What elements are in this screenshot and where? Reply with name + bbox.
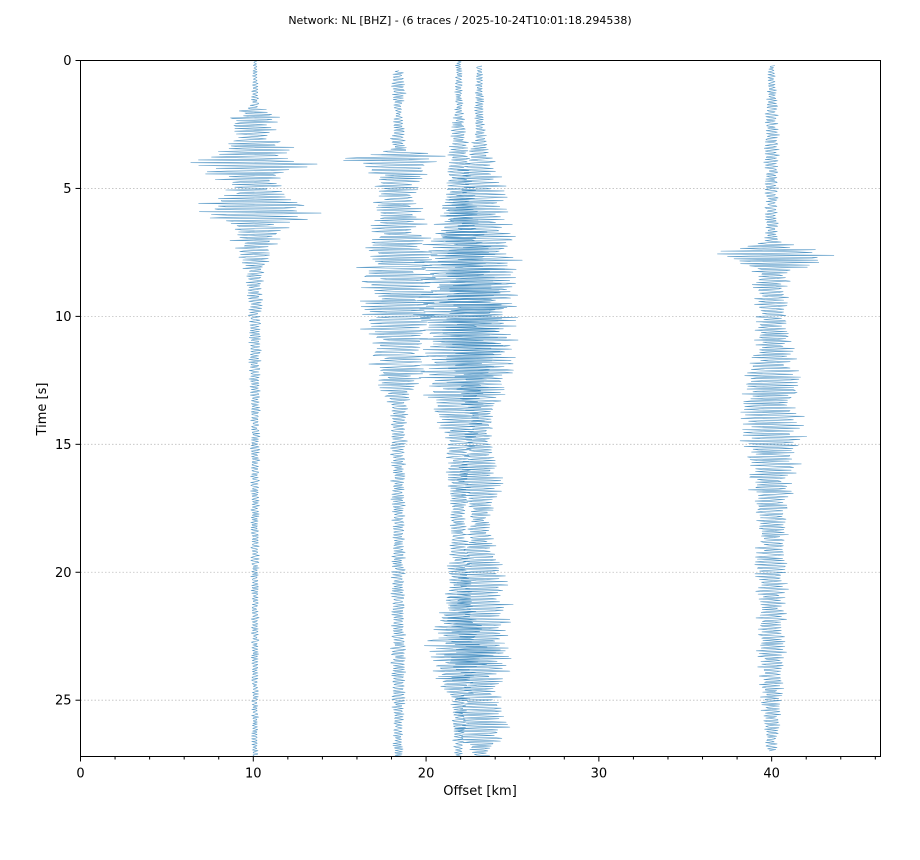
trace-5 bbox=[717, 65, 835, 752]
x-tick-label-10: 10 bbox=[245, 767, 262, 782]
y-tick-label-25: 25 bbox=[55, 694, 72, 709]
axis-ticks: 0 5 10 15 20 25 0 10 20 30 40 bbox=[55, 54, 876, 782]
x-tick-label-20: 20 bbox=[418, 767, 435, 782]
x-axis-label: Offset [km] bbox=[443, 784, 517, 799]
x-tick-label-30: 30 bbox=[591, 767, 608, 782]
y-tick-label-15: 15 bbox=[55, 438, 72, 453]
y-tick-label-0: 0 bbox=[63, 54, 71, 69]
y-axis-label: Time [s] bbox=[35, 383, 50, 437]
y-tick-label-10: 10 bbox=[55, 310, 72, 325]
plot-frame bbox=[80, 60, 881, 757]
x-tick-label-0: 0 bbox=[76, 767, 84, 782]
trace-4 bbox=[437, 65, 523, 757]
x-tick-label-40: 40 bbox=[763, 767, 780, 782]
trace-layer bbox=[190, 60, 835, 757]
y-tick-label-20: 20 bbox=[55, 566, 72, 581]
chart-title: Network: NL [BHZ] - (6 traces / 2025-10-… bbox=[288, 14, 631, 27]
trace-3 bbox=[413, 60, 508, 757]
y-tick-label-5: 5 bbox=[63, 182, 71, 197]
trace-2 bbox=[343, 70, 446, 757]
trace-1 bbox=[190, 60, 322, 757]
